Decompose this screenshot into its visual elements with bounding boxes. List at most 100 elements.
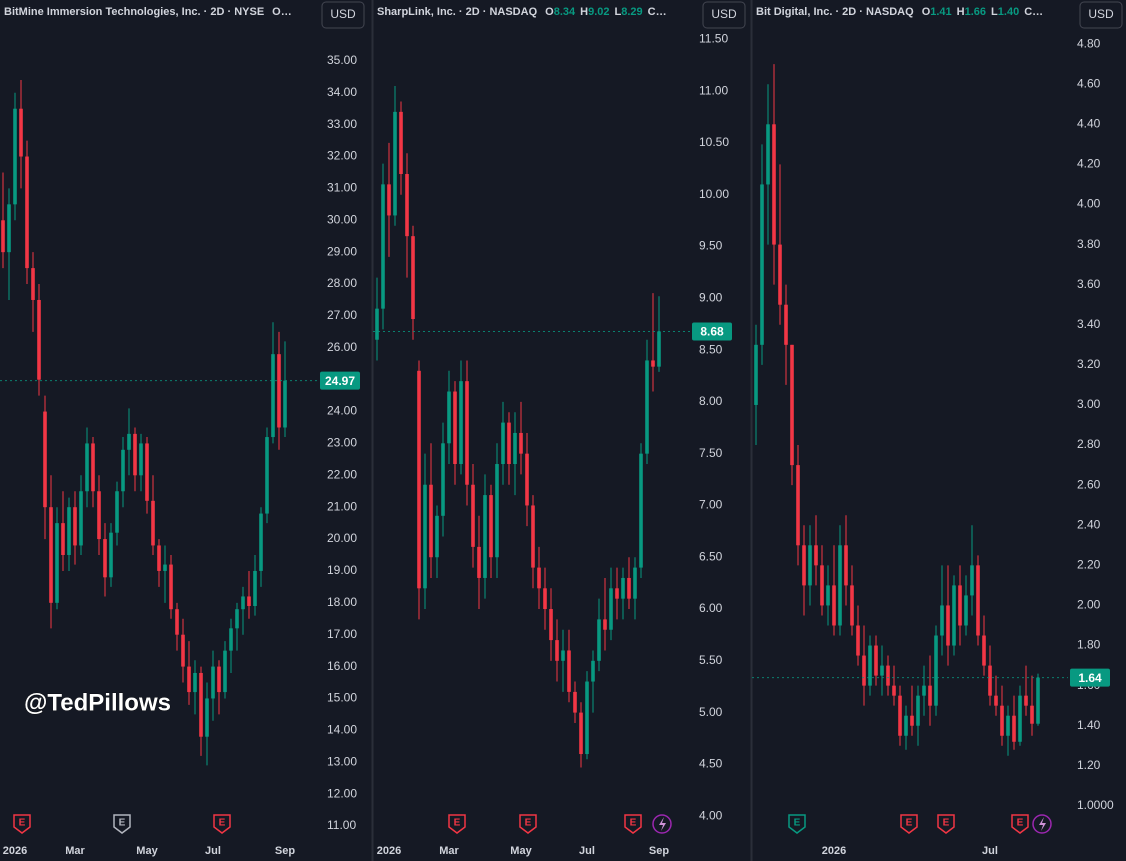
chart-title: BitMine Immersion Technologies, Inc. · 2… (4, 6, 264, 18)
y-tick-label: 4.60 (1077, 76, 1101, 90)
chart-header: BitMine Immersion Technologies, Inc. · 2… (4, 6, 292, 18)
readout-key: H (957, 6, 965, 18)
y-tick-label: 11.00 (699, 83, 728, 97)
readout-key: O (922, 6, 931, 18)
candle-body (7, 204, 11, 253)
y-tick-label: 34.00 (327, 85, 357, 99)
event-label: E (794, 818, 801, 829)
y-tick-label: 7.00 (699, 498, 723, 512)
readout-more: C… (648, 6, 667, 18)
y-tick-label: 4.50 (699, 757, 723, 771)
y-tick-label: 31.00 (327, 181, 357, 195)
x-tick-label: Sep (275, 845, 295, 857)
candle-body (597, 619, 601, 661)
candle-body (157, 545, 161, 571)
last-price-box (320, 371, 360, 390)
event-icon (213, 814, 231, 834)
y-tick-label: 8.50 (699, 342, 723, 356)
candle-body (910, 715, 914, 726)
candle-body (1036, 677, 1040, 724)
candle-body (651, 360, 655, 367)
y-tick-label: 26.00 (327, 340, 357, 354)
candle-body (91, 443, 95, 492)
y-tick-label: 1.0000 (1077, 798, 1114, 812)
candle-body (561, 650, 565, 661)
readout-key: H (580, 6, 588, 18)
candle-body (952, 585, 956, 646)
y-tick-label: 21.00 (327, 499, 357, 513)
y-tick-label: 3.40 (1077, 317, 1101, 331)
candle-body (543, 588, 547, 610)
candle-body (826, 585, 830, 606)
x-tick-label: Jul (579, 845, 595, 857)
candle-body (423, 484, 427, 589)
readout-value: 1.40 (998, 6, 1019, 18)
event-label: E (943, 818, 950, 829)
y-tick-label: 2.80 (1077, 437, 1101, 451)
y-tick-label: 2.60 (1077, 477, 1101, 491)
y-tick-label: 1.80 (1077, 638, 1101, 652)
event-icon (624, 814, 642, 834)
candle-body (13, 108, 17, 205)
y-tick-label: 5.00 (699, 705, 723, 719)
y-tick-label: 7.50 (699, 446, 723, 460)
plot-area (375, 85, 661, 768)
candle-body (531, 505, 535, 568)
readout-value: 1.41 (930, 6, 951, 18)
candle-body (507, 422, 511, 465)
y-tick-label: 9.00 (699, 290, 723, 304)
plot-area (1, 80, 287, 766)
candle-body (67, 507, 71, 556)
candle-body (25, 156, 29, 269)
readout-more: O… (272, 6, 292, 18)
candle-body (513, 432, 517, 465)
candle-body (381, 184, 385, 309)
candle-body (477, 546, 481, 578)
candle-body (73, 507, 77, 546)
event-label: E (906, 818, 913, 829)
candle-body (199, 672, 203, 737)
candle-body (874, 645, 878, 676)
candle-body (1018, 695, 1022, 742)
candle-body (633, 567, 637, 599)
candle-body (808, 545, 812, 586)
y-tick-label: 20.00 (327, 531, 357, 545)
readout-value: 8.29 (621, 6, 642, 18)
candle-body (982, 635, 986, 666)
candle-body (850, 585, 854, 626)
chart-header: Bit Digital, Inc. · 2D · NASDAQ O1.41 H1.6… (756, 6, 1043, 18)
candle-body (790, 344, 794, 466)
y-tick-label: 4.00 (1077, 197, 1101, 211)
y-tick-label: 2.40 (1077, 517, 1101, 531)
candle-body (525, 453, 529, 506)
candle-body (405, 174, 409, 237)
candle-body (277, 354, 281, 428)
candle-body (271, 354, 275, 438)
x-tick-label: Jul (982, 845, 998, 857)
candle-body (970, 565, 974, 596)
candle-body (223, 650, 227, 693)
y-tick-label: 3.00 (1077, 397, 1101, 411)
candle-body (49, 507, 53, 603)
candle-body (501, 422, 505, 465)
candle-body (429, 484, 433, 558)
candle-body (435, 515, 439, 558)
candle-body (235, 609, 239, 629)
y-tick-label: 23.00 (327, 436, 357, 450)
event-label: E (1017, 818, 1024, 829)
candle-body (537, 567, 541, 589)
candle-body (916, 695, 920, 726)
candle-body (1030, 705, 1034, 724)
candle-body (645, 360, 649, 454)
candle-body (886, 665, 890, 686)
currency-label: USD (711, 7, 737, 21)
candle-body (820, 565, 824, 606)
candle-body (838, 545, 842, 626)
x-tick-label: 2026 (3, 845, 27, 857)
candle-body (31, 268, 35, 300)
currency-button (702, 1, 746, 29)
candle-body (61, 523, 65, 556)
candle-body (844, 545, 848, 586)
